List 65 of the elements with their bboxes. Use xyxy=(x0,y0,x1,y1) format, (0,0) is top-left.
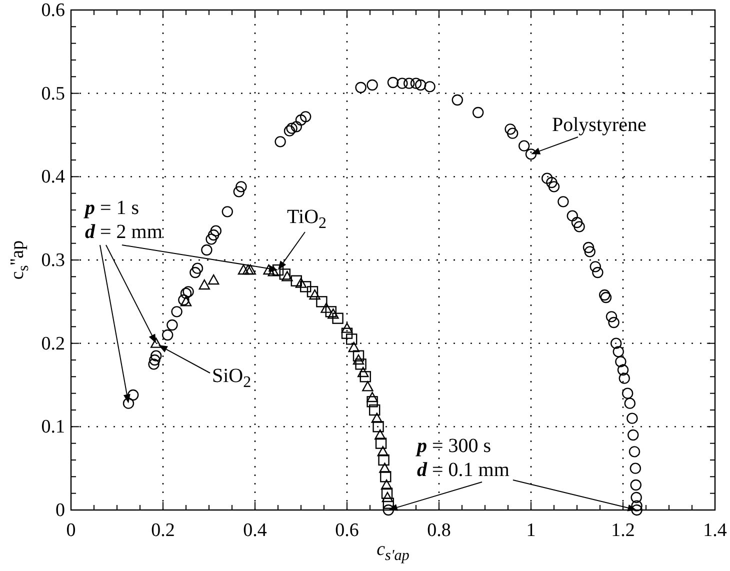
point xyxy=(198,279,210,290)
point xyxy=(358,366,369,378)
annotation: Polystyrene xyxy=(552,114,647,136)
point xyxy=(325,306,336,318)
point xyxy=(372,421,384,432)
point xyxy=(279,268,290,280)
y-tick-label: 0.2 xyxy=(41,333,65,354)
point xyxy=(282,271,293,282)
point xyxy=(352,354,364,365)
point xyxy=(238,264,250,275)
annotation: p = 300 s d = 0.1 mm xyxy=(415,435,510,481)
point xyxy=(371,412,382,423)
point xyxy=(150,338,162,348)
point xyxy=(382,498,394,509)
point xyxy=(381,488,393,499)
point xyxy=(208,274,220,285)
point xyxy=(380,479,392,490)
point xyxy=(346,334,358,345)
x-tick-label: 1.4 xyxy=(703,520,728,541)
point xyxy=(309,289,320,300)
point xyxy=(306,286,318,298)
point xyxy=(377,446,388,456)
point xyxy=(369,404,380,416)
x-tick-label: 1 xyxy=(526,520,536,541)
x-tick-label: 0.6 xyxy=(335,520,359,541)
point xyxy=(341,328,353,339)
point xyxy=(290,275,302,286)
point xyxy=(341,322,353,333)
y-tick-label: 0.5 xyxy=(41,83,65,104)
point xyxy=(355,358,366,370)
annotation: p = 1 s d = 2 mm xyxy=(83,197,163,243)
point xyxy=(366,396,378,408)
point xyxy=(382,492,394,502)
point xyxy=(263,264,274,275)
point xyxy=(360,371,371,382)
x-tick-label: 1.2 xyxy=(611,520,635,541)
y-tick-label: 0 xyxy=(56,500,65,521)
point xyxy=(362,381,374,392)
point xyxy=(316,296,328,308)
point xyxy=(300,281,312,292)
point xyxy=(272,264,284,276)
x-tick-label: 0.8 xyxy=(427,520,451,541)
point xyxy=(295,278,307,288)
point xyxy=(379,462,390,473)
point xyxy=(320,302,332,313)
x-axis-title: c$_{s'ap}$ xyxy=(376,539,410,564)
point xyxy=(268,266,279,276)
y-tick-label: 0.1 xyxy=(41,416,65,438)
point xyxy=(348,342,360,352)
point xyxy=(380,471,392,482)
x-tick-label: 0.4 xyxy=(243,520,268,541)
x-tick-label: 0.2 xyxy=(151,520,175,541)
y-tick-label: 0.6 xyxy=(41,0,65,21)
annotation: SiO$_{2}$ xyxy=(212,365,252,391)
annotation: TiO$_{2}$ xyxy=(287,206,327,232)
point xyxy=(352,350,364,362)
point xyxy=(180,296,192,306)
point xyxy=(375,438,387,449)
point xyxy=(378,454,390,466)
point xyxy=(328,308,339,319)
point xyxy=(366,392,378,402)
point xyxy=(332,312,344,324)
y-tick-label: 0.4 xyxy=(41,166,66,188)
y-tick-label: 0.3 xyxy=(41,250,65,271)
point xyxy=(374,429,386,440)
